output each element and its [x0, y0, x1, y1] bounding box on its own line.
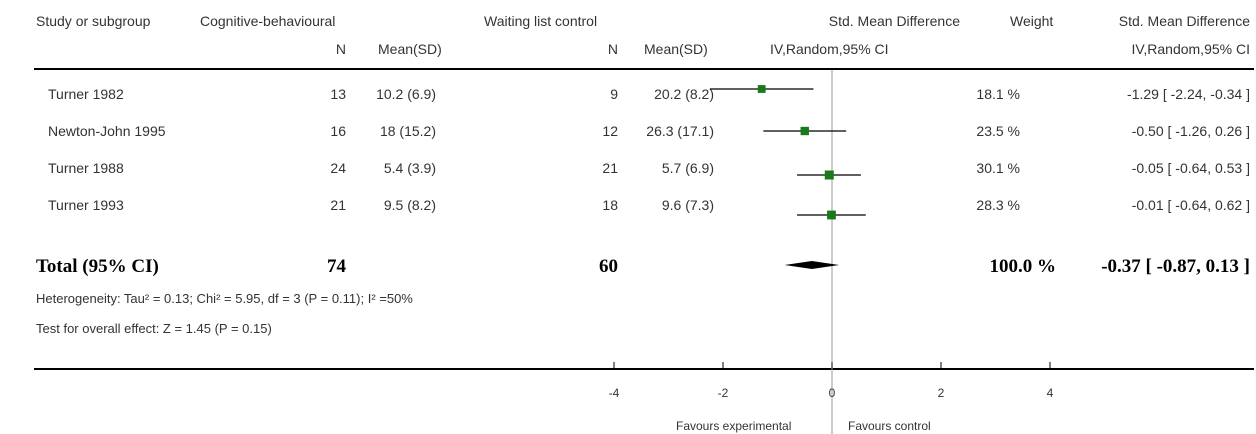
row-weight: 23.5 %: [976, 123, 1020, 139]
header-rule: [34, 68, 1254, 70]
row-n-experimental: 24: [330, 160, 346, 176]
heterogeneity-text: Heterogeneity: Tau² = 0.13; Chi² = 5.95,…: [36, 291, 413, 306]
header-effect-method-2: IV,Random,95% CI: [1131, 41, 1250, 57]
row-mean-experimental: 9.5 (8.2): [383, 197, 436, 213]
x-tick-label: 0: [829, 386, 836, 400]
row-n-experimental: 13: [330, 86, 346, 102]
row-weight: 28.3 %: [976, 197, 1020, 213]
total-n-experimental: 74: [327, 256, 346, 277]
point-estimate-marker: [800, 126, 809, 136]
row-n-control: 12: [602, 123, 618, 139]
row-study: Turner 1993: [48, 197, 124, 213]
point-estimate-marker: [824, 170, 834, 180]
row-ci-text: -0.05 [ -0.64, 0.53 ]: [1131, 160, 1250, 176]
overall-effect-text: Test for overall effect: Z = 1.45 (P = 0…: [36, 321, 272, 336]
row-ci-text: -0.01 [ -0.64, 0.62 ]: [1131, 197, 1250, 213]
row-study: Newton-John 1995: [48, 123, 166, 139]
row-n-control: 18: [602, 197, 618, 213]
row-mean-experimental: 18 (15.2): [379, 123, 436, 139]
total-weight: 100.0 %: [989, 256, 1057, 277]
row-study: Turner 1982: [48, 86, 124, 102]
row-n-experimental: 16: [330, 123, 346, 139]
row-ci-text: -0.50 [ -1.26, 0.26 ]: [1131, 123, 1250, 139]
row-n-control: 9: [610, 86, 618, 102]
header-n-experimental: N: [335, 41, 346, 57]
row-mean-experimental: 10.2 (6.9): [376, 86, 436, 102]
header-effect-title-2: Std. Mean Difference: [1118, 13, 1250, 29]
row-study: Turner 1988: [48, 160, 124, 176]
header-effect-method: IV,Random,95% CI: [770, 41, 889, 57]
row-mean-control: 26.3 (17.1): [646, 123, 714, 139]
total-ci-text: -0.37 [ -0.87, 0.13 ]: [1101, 256, 1250, 277]
x-tick-label: -2: [718, 386, 729, 400]
row-mean-control: 9.6 (7.3): [661, 197, 714, 213]
header-group-experimental: Cognitive-behavioural: [200, 13, 336, 29]
row-n-experimental: 21: [330, 197, 346, 213]
row-ci-text: -1.29 [ -2.24, -0.34 ]: [1127, 86, 1250, 102]
total-n-control: 60: [599, 256, 618, 277]
point-estimate-marker: [757, 85, 766, 93]
row-mean-control: 20.2 (8.2): [654, 86, 714, 102]
footer-rule: [34, 368, 1254, 370]
header-study: Study or subgroup: [36, 13, 151, 29]
favours-right-label: Favours control: [848, 419, 931, 433]
total-label: Total (95% CI): [36, 256, 159, 277]
row-mean-control: 5.7 (6.9): [661, 160, 714, 176]
x-tick-label: 4: [1047, 386, 1054, 400]
row-n-control: 21: [602, 160, 618, 176]
x-tick-label: 2: [938, 386, 945, 400]
header-weight: Weight: [1010, 13, 1054, 29]
row-weight: 18.1 %: [976, 86, 1020, 102]
header-mean-control: Mean(SD): [644, 41, 708, 57]
pooled-diamond: [784, 261, 840, 269]
row-mean-experimental: 5.4 (3.9): [383, 160, 436, 176]
header-n-control: N: [607, 41, 618, 57]
row-weight: 30.1 %: [976, 160, 1020, 176]
header-mean-experimental: Mean(SD): [378, 41, 442, 57]
x-tick-label: -4: [609, 386, 620, 400]
header-group-control: Waiting list control: [484, 13, 598, 29]
favours-left-label: Favours experimental: [676, 419, 792, 433]
point-estimate-marker: [827, 210, 836, 220]
